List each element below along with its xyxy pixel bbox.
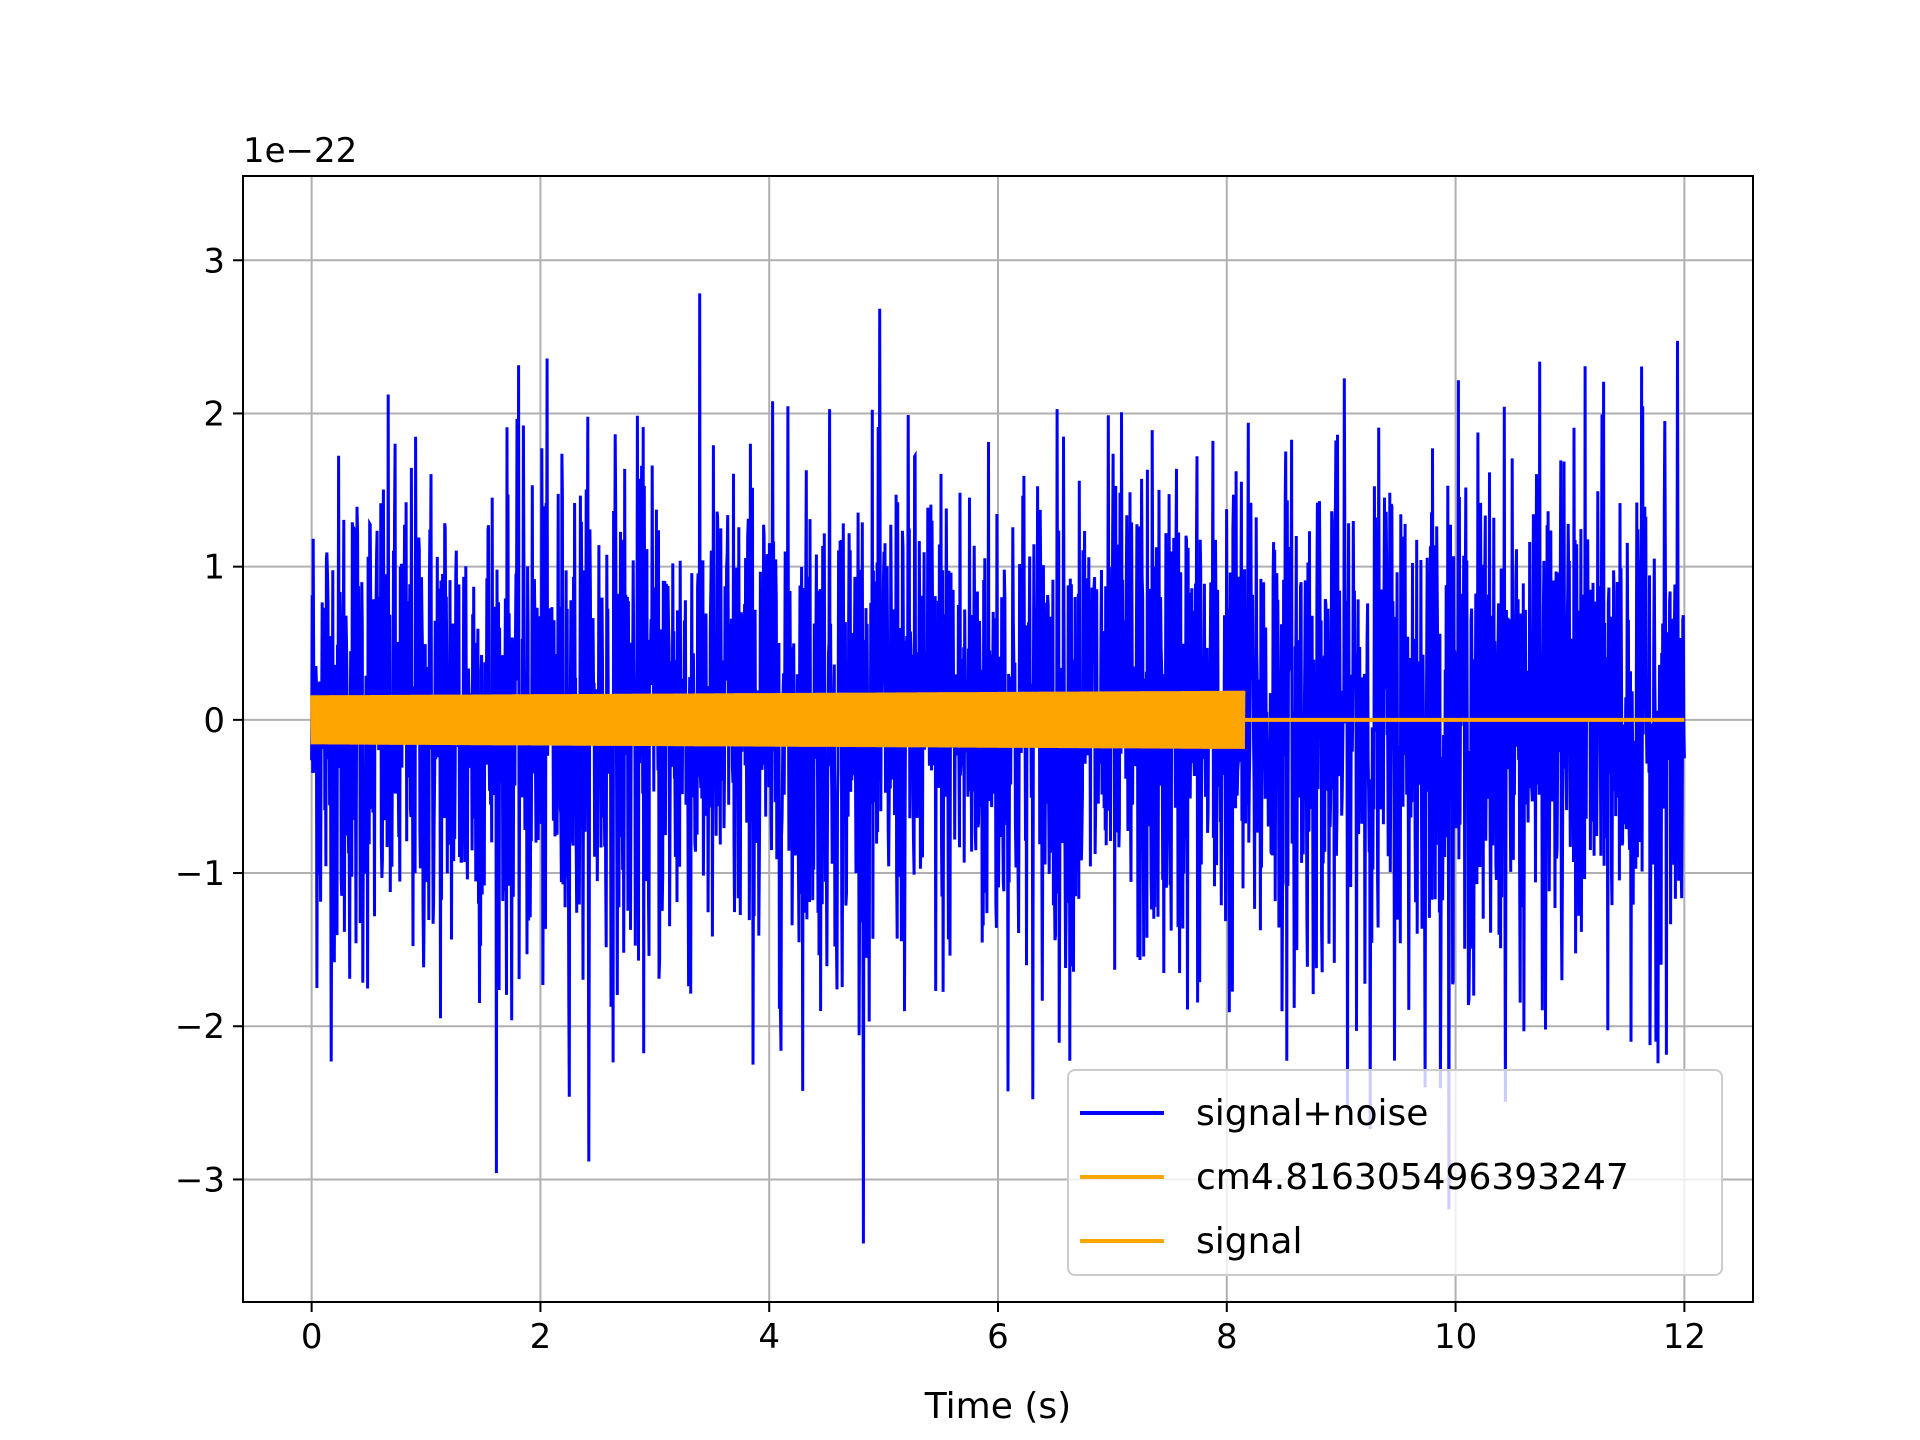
legend: signal+noise cm4.816305496393247 signal [1067, 1069, 1723, 1276]
x-tick-label: 2 [530, 1317, 552, 1357]
x-tick-label: 10 [1434, 1317, 1477, 1357]
y-tick-label: −1 [175, 854, 225, 894]
y-axis: −3 −2 −1 0 1 2 3 [175, 241, 243, 1200]
y-tick-label: 2 [203, 394, 225, 434]
legend-label: signal+noise [1196, 1093, 1428, 1134]
series-cm-line [310, 690, 1246, 750]
x-tick-label: 6 [987, 1317, 1009, 1357]
x-tick-label: 0 [301, 1317, 323, 1357]
y-offset-label: 1e−22 [243, 131, 357, 171]
plot-area [310, 293, 1686, 1244]
y-tick-label: 0 [203, 701, 225, 741]
x-axis: 0 2 4 6 8 10 12 [301, 1302, 1706, 1357]
x-axis-label: Time (s) [924, 1386, 1071, 1427]
y-tick-label: −3 [175, 1160, 225, 1200]
x-tick-label: 8 [1216, 1317, 1238, 1357]
y-tick-label: 3 [203, 241, 225, 281]
legend-label: cm4.816305496393247 [1196, 1157, 1629, 1198]
x-tick-label: 12 [1663, 1317, 1706, 1357]
legend-box [1067, 1069, 1723, 1276]
y-tick-label: −2 [175, 1007, 225, 1047]
x-tick-label: 4 [758, 1317, 780, 1357]
legend-label: signal [1196, 1221, 1303, 1262]
y-tick-label: 1 [203, 548, 225, 588]
